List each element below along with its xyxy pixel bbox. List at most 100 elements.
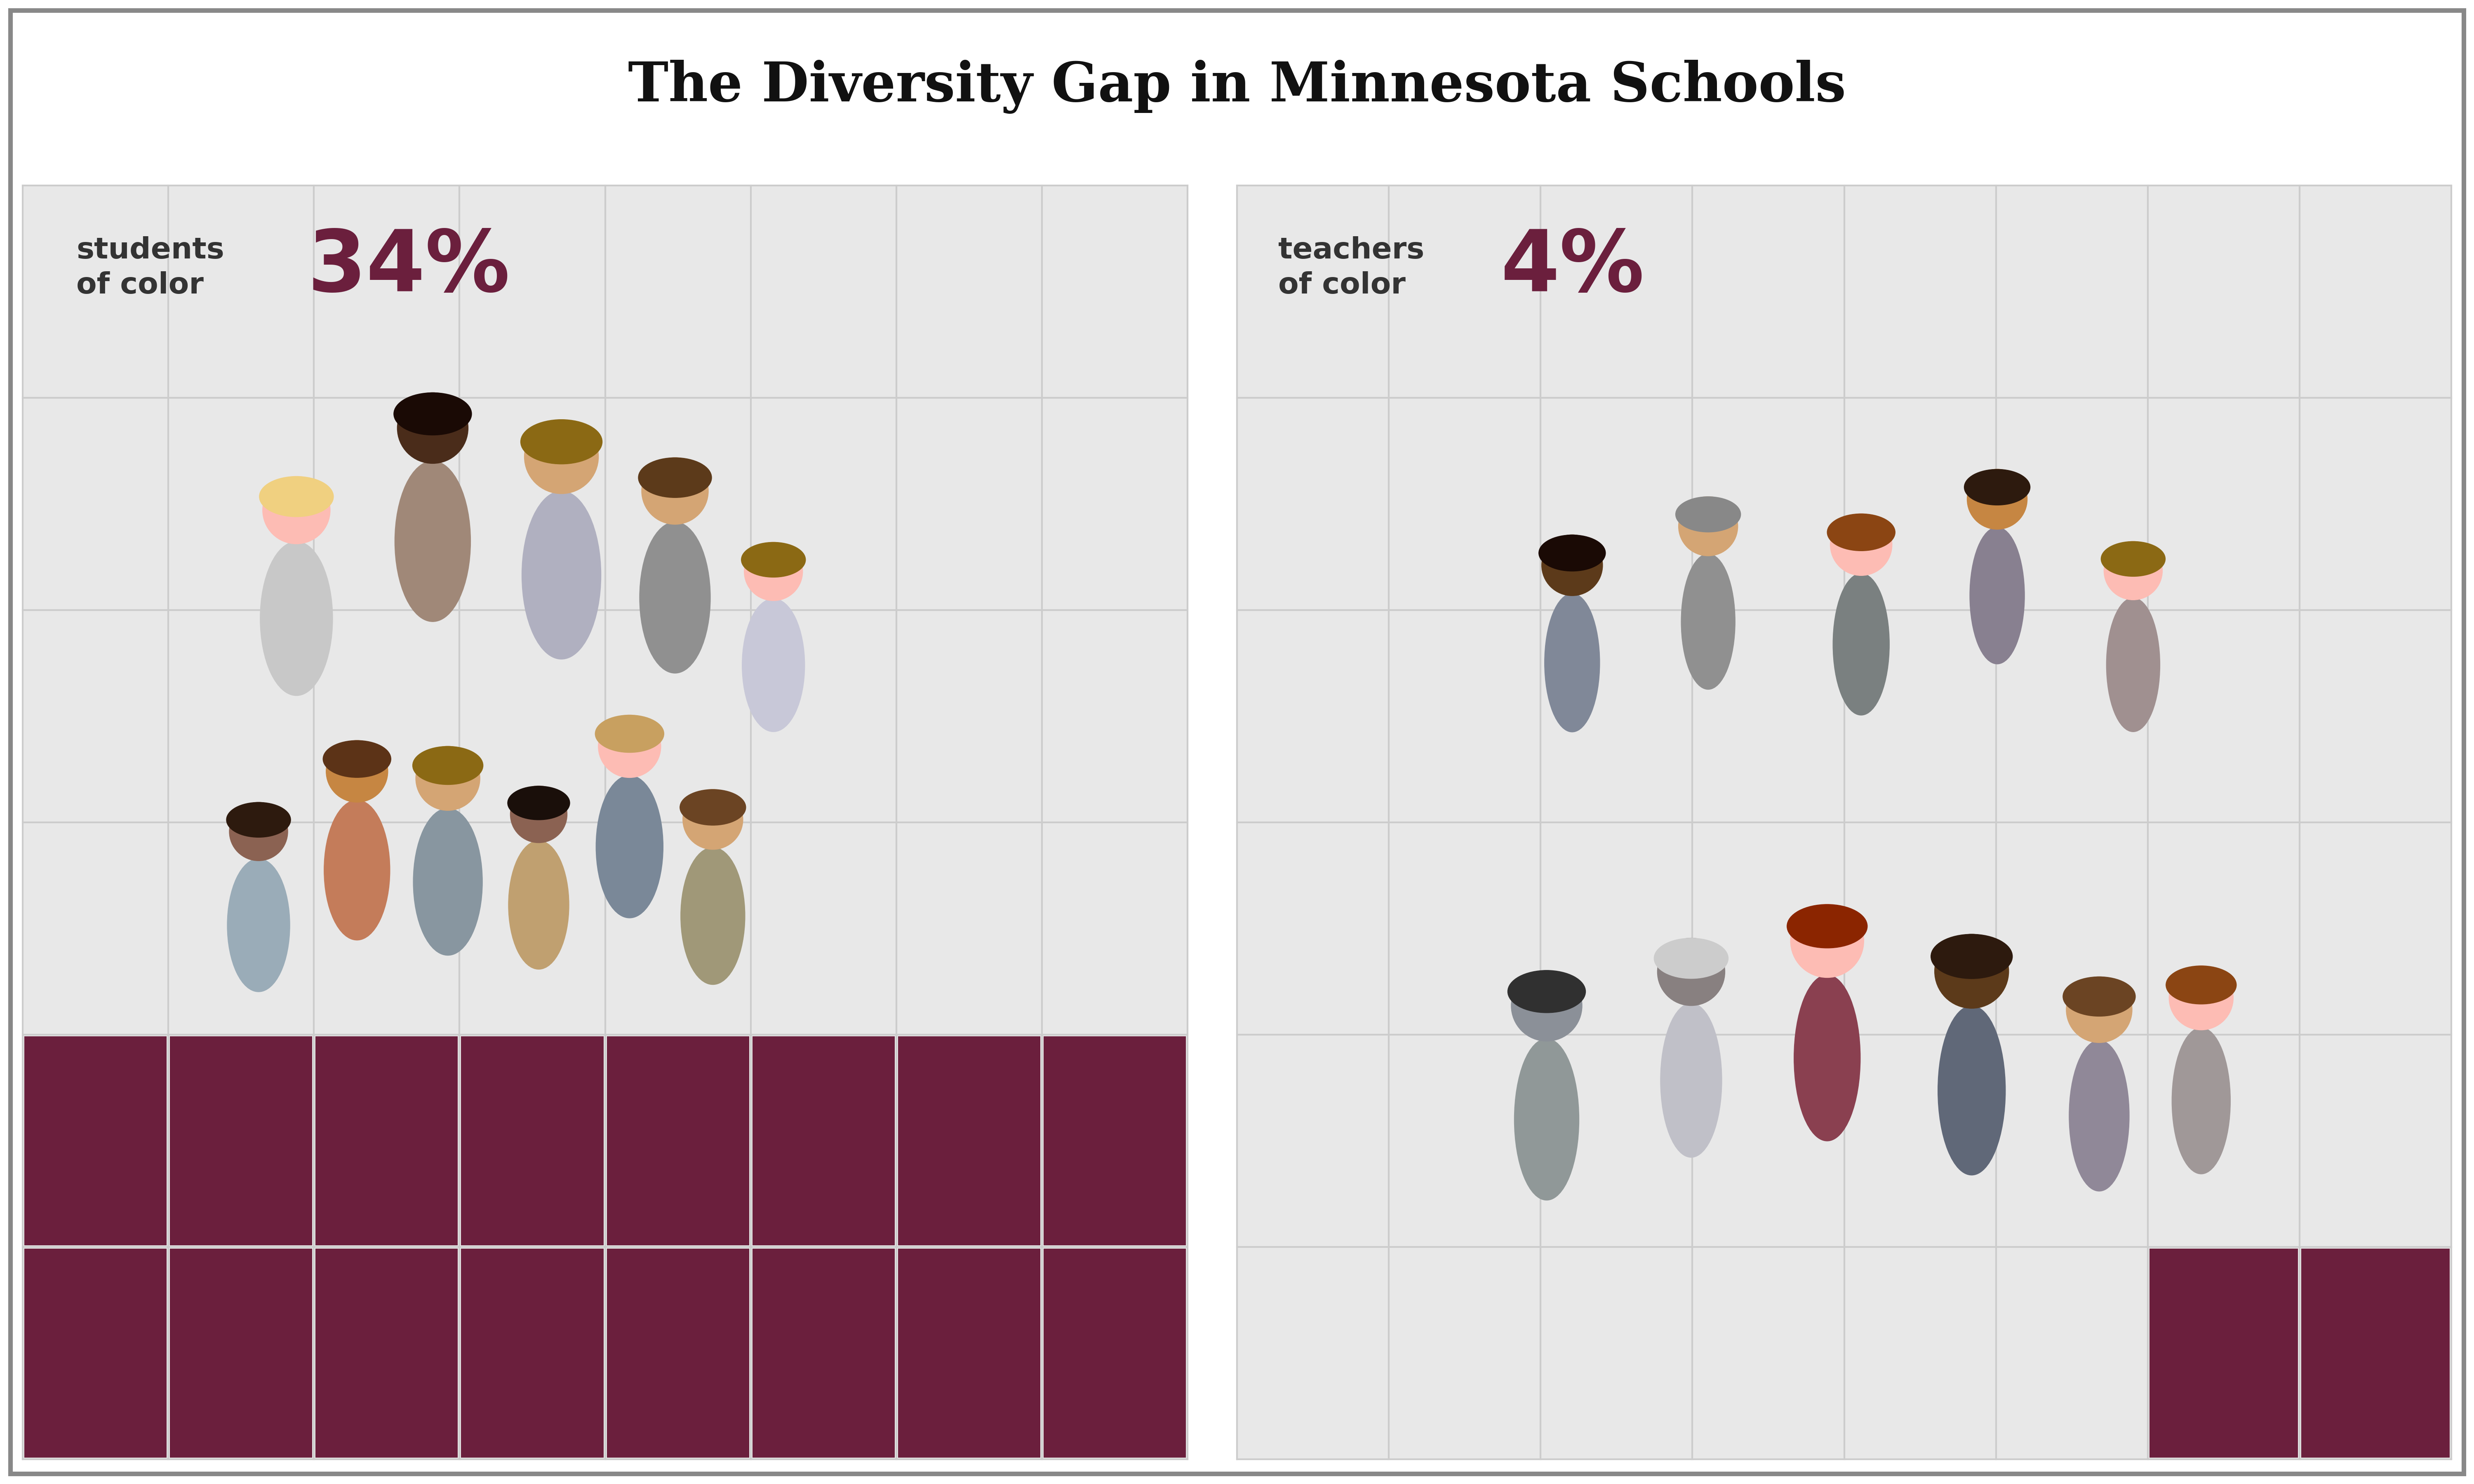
Bar: [1846, 187, 1994, 396]
Ellipse shape: [2100, 542, 2165, 576]
Bar: [1390, 1036, 1539, 1245]
Bar: [898, 824, 1039, 1033]
Bar: [898, 611, 1039, 821]
Bar: [317, 187, 458, 396]
Bar: [460, 1248, 604, 1457]
Circle shape: [262, 476, 329, 545]
Ellipse shape: [2068, 1040, 2130, 1192]
Bar: [1239, 187, 1388, 396]
Bar: [25, 399, 166, 608]
Bar: [171, 1248, 312, 1457]
Ellipse shape: [260, 542, 332, 696]
Bar: [752, 187, 896, 396]
Bar: [1695, 611, 1843, 821]
Bar: [606, 1036, 750, 1245]
Circle shape: [398, 393, 468, 463]
Bar: [898, 1248, 1039, 1457]
Ellipse shape: [638, 522, 710, 674]
Ellipse shape: [1514, 1039, 1578, 1201]
Bar: [1997, 1036, 2145, 1245]
Bar: [1695, 1248, 1843, 1457]
Bar: [25, 187, 166, 396]
Bar: [2301, 1036, 2449, 1245]
Bar: [752, 1036, 896, 1245]
Bar: [1846, 1248, 1994, 1457]
Text: 34%: 34%: [307, 227, 510, 309]
Bar: [171, 187, 312, 396]
Bar: [317, 1036, 458, 1245]
Ellipse shape: [507, 840, 569, 969]
Bar: [1044, 1248, 1185, 1457]
Bar: [2150, 1248, 2298, 1457]
Bar: [460, 611, 604, 821]
Ellipse shape: [522, 491, 601, 659]
Circle shape: [1791, 904, 1863, 978]
Bar: [1239, 1248, 1388, 1457]
Circle shape: [510, 787, 567, 843]
Bar: [1044, 399, 1185, 608]
Ellipse shape: [1544, 594, 1601, 732]
Ellipse shape: [1969, 527, 2024, 663]
Bar: [317, 824, 458, 1033]
Circle shape: [1658, 938, 1724, 1006]
Ellipse shape: [2105, 598, 2160, 732]
Bar: [1997, 187, 2145, 396]
Bar: [1695, 824, 1843, 1033]
Text: students
of color: students of color: [77, 236, 225, 300]
Bar: [1997, 399, 2145, 608]
Bar: [898, 399, 1039, 608]
Ellipse shape: [1660, 1003, 1722, 1158]
Ellipse shape: [413, 809, 482, 956]
Ellipse shape: [1507, 971, 1586, 1012]
Ellipse shape: [1833, 573, 1890, 715]
Ellipse shape: [1682, 554, 1734, 690]
Ellipse shape: [260, 476, 334, 516]
Bar: [171, 611, 312, 821]
Bar: [1044, 1036, 1185, 1245]
Bar: [460, 824, 604, 1033]
Bar: [2150, 187, 2298, 396]
Bar: [606, 187, 750, 396]
Bar: [25, 1248, 166, 1457]
Ellipse shape: [228, 859, 289, 991]
Bar: [752, 611, 896, 821]
Bar: [752, 1248, 896, 1457]
Ellipse shape: [1539, 534, 1606, 571]
Bar: [1541, 1248, 1690, 1457]
Circle shape: [1541, 534, 1603, 595]
Circle shape: [1831, 513, 1893, 576]
Bar: [25, 611, 166, 821]
Bar: [317, 399, 458, 608]
Bar: [1846, 399, 1994, 608]
Circle shape: [1967, 469, 2026, 530]
Bar: [1695, 1036, 1843, 1245]
Bar: [898, 187, 1039, 396]
Bar: [1239, 611, 1388, 821]
Ellipse shape: [742, 598, 804, 732]
Circle shape: [327, 741, 388, 803]
Bar: [1541, 611, 1690, 821]
Ellipse shape: [520, 420, 601, 464]
Ellipse shape: [1937, 1006, 2006, 1175]
Ellipse shape: [1964, 469, 2031, 505]
Circle shape: [416, 746, 480, 810]
Bar: [606, 399, 750, 608]
Bar: [606, 824, 750, 1033]
Bar: [25, 824, 166, 1033]
Bar: [1237, 186, 2452, 1459]
Bar: [1695, 187, 1843, 396]
Ellipse shape: [1828, 513, 1895, 551]
Ellipse shape: [1675, 497, 1742, 533]
Ellipse shape: [2165, 966, 2236, 1005]
Ellipse shape: [2063, 976, 2135, 1017]
Ellipse shape: [2172, 1027, 2232, 1174]
Bar: [2150, 611, 2298, 821]
Bar: [171, 1036, 312, 1245]
Bar: [2301, 1248, 2449, 1457]
Circle shape: [1512, 971, 1581, 1042]
Circle shape: [1677, 497, 1737, 556]
Bar: [2301, 611, 2449, 821]
Ellipse shape: [507, 787, 569, 819]
Ellipse shape: [1655, 938, 1729, 978]
Bar: [898, 1036, 1039, 1245]
